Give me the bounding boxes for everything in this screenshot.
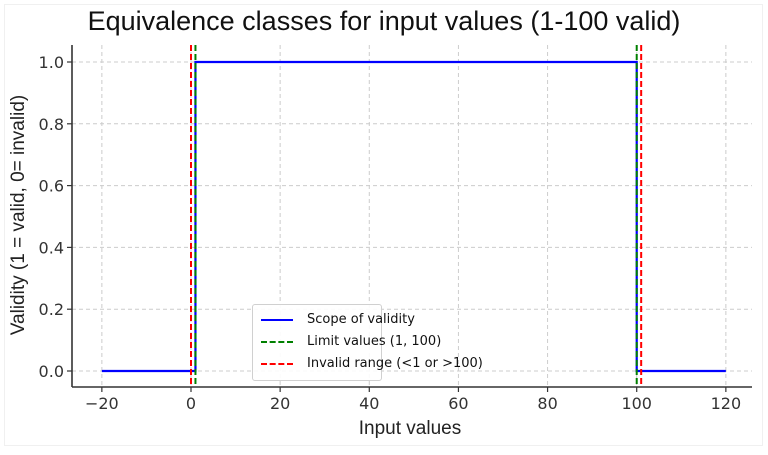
y-tick-label: 1.0 [39,53,64,72]
legend-label: Scope of validity [307,312,415,327]
y-tick-label: 0.0 [39,362,64,381]
legend-item-scope: Scope of validity [261,312,415,327]
x-tick-label: 120 [711,394,742,413]
series-lines [101,45,726,387]
figure-frame [4,4,763,446]
chart-title: Equivalence classes for input values (1-… [87,6,681,36]
x-tick-label: 100 [621,394,652,413]
x-tick-label: 80 [537,394,557,413]
legend-item-invalid: Invalid range (<1 or >100) [261,356,483,371]
legend-label: Limit values (1, 100) [307,334,442,349]
dashed-line-icon [261,362,293,365]
legend: Scope of validity Limit values (1, 100) … [252,304,483,381]
axes [67,45,752,392]
solid-line-icon [261,318,293,321]
x-tick-label: −20 [85,394,119,413]
y-tick-label: 0.2 [39,300,64,319]
y-tick-label: 0.8 [39,115,64,134]
legend-item-limits: Limit values (1, 100) [261,334,441,349]
legend-label: Invalid range (<1 or >100) [307,356,483,371]
dashed-line-icon [261,340,293,343]
y-tick-label: 0.4 [39,238,64,257]
x-axis-label: Input values [358,418,462,439]
x-tick-label: 0 [186,394,196,413]
tick-labels: −20 0 20 40 60 80 100 120 0.0 0.2 0.4 0.6 0.8 1.0 [39,53,742,413]
x-tick-label: 40 [359,394,379,413]
x-tick-label: 20 [270,394,290,413]
y-tick-label: 0.6 [39,177,64,196]
x-tick-label: 60 [448,394,468,413]
